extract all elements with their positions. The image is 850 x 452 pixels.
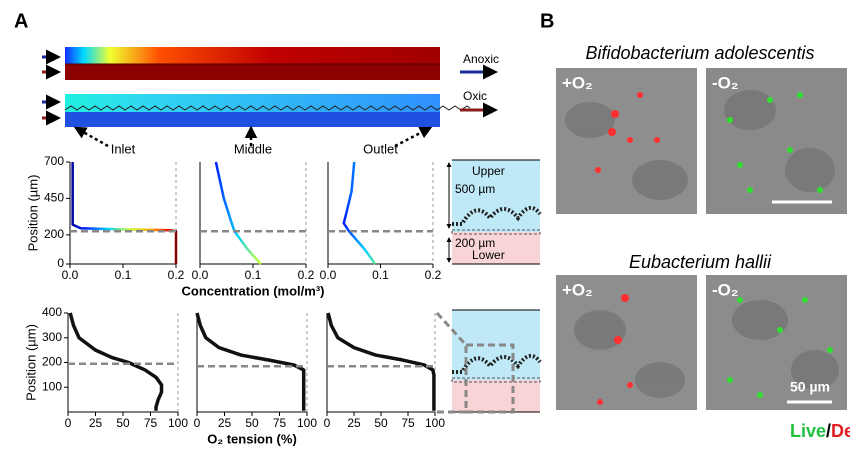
legend-slash: / [826, 421, 831, 441]
x-tick-label: 75 [401, 416, 415, 430]
profile-line [342, 161, 377, 265]
x-tick-label: 0 [324, 416, 331, 430]
x-tick-label: 0.2 [168, 268, 185, 282]
x-tick-label: 0.1 [245, 268, 262, 282]
chart-title: Middle [234, 141, 272, 156]
chart-title: Inlet [111, 141, 136, 156]
legend-label: Anoxic [463, 52, 499, 66]
image [556, 68, 847, 410]
y-axis-label: Position (µm) [23, 324, 38, 401]
legend-live: Live [790, 421, 826, 441]
y-axis-label: Position (µm) [25, 175, 40, 252]
label: Upper [472, 164, 505, 178]
y-tick-label: 200 [42, 355, 62, 369]
image-label: -O₂ [712, 280, 738, 299]
x-tick-label: 75 [144, 416, 158, 430]
x-tick-label: 100 [425, 416, 445, 430]
profile-line [71, 162, 178, 264]
x-tick-label: 0.1 [115, 268, 132, 282]
x-tick-label: 0 [65, 416, 72, 430]
legend-dead: Dead [831, 421, 850, 441]
profile-line [326, 312, 436, 411]
label: Lower [472, 248, 505, 262]
x-tick-label: 0.0 [62, 268, 79, 282]
x-tick-label: 0 [194, 416, 201, 430]
y-tick-label: 300 [42, 330, 62, 344]
x-tick-label: 0.1 [372, 268, 389, 282]
x-tick-label: 25 [347, 416, 361, 430]
profile-line [195, 312, 306, 411]
panel-label: B [540, 10, 554, 32]
microscopy: Bifidobacterium adolescentis Eubacterium… [556, 43, 850, 441]
x-tick-label: 75 [273, 416, 287, 430]
x-tick-label: 50 [245, 416, 259, 430]
y-tick-label: 700 [44, 154, 64, 168]
profile-line [68, 312, 164, 411]
x-tick-label: 100 [168, 416, 188, 430]
legend: Live/Dead [790, 421, 850, 441]
y-tick-label: 400 [42, 305, 62, 319]
title: Bifidobacterium adolescentis [585, 43, 814, 63]
heatmap [65, 47, 440, 64]
image-label: -O₂ [712, 73, 738, 92]
y-tick-label: 450 [44, 191, 64, 205]
y-tick-label: 100 [42, 379, 62, 393]
label: 500 µm [455, 182, 495, 196]
x-tick-label: 25 [89, 416, 103, 430]
chart-title: Outlet [363, 141, 398, 156]
legend-label: Oxic [463, 89, 487, 103]
simulation: Anoxic Oxic [42, 47, 499, 148]
x-axis-label: Concentration (mol/m³) [182, 283, 325, 298]
x-tick-label: 0.0 [192, 268, 209, 282]
villi [64, 105, 471, 111]
image-label: +O₂ [562, 280, 593, 299]
schematic: Upper Lower 500 µm 200 µm [435, 159, 542, 414]
x-tick-label: 100 [297, 416, 317, 430]
inlet-arrows [42, 49, 498, 126]
label: 200 µm [455, 236, 495, 250]
y-tick-label: 200 [44, 227, 64, 241]
x-axis-label: O₂ tension (%) [207, 431, 297, 446]
panel-label: A [14, 10, 28, 32]
title: Eubacterium hallii [629, 252, 772, 272]
x-tick-label: 0.2 [425, 268, 442, 282]
scale-label: 50 µm [790, 379, 830, 395]
heatmap [65, 112, 440, 127]
image-label: +O₂ [562, 73, 593, 92]
x-tick-label: 0.2 [298, 268, 315, 282]
x-tick-label: 50 [116, 416, 130, 430]
profile-line [214, 161, 262, 265]
pointers [73, 125, 433, 148]
y-tick-label: 0 [57, 256, 64, 270]
x-tick-label: 0.0 [320, 268, 337, 282]
x-tick-label: 50 [374, 416, 388, 430]
x-tick-label: 25 [218, 416, 232, 430]
